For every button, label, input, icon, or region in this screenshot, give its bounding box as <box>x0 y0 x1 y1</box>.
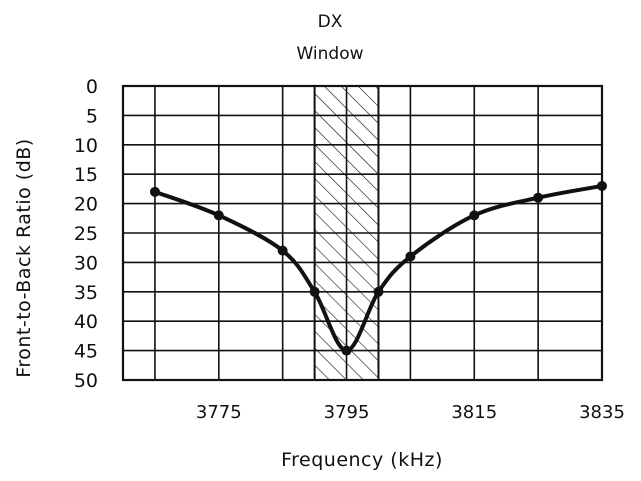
data-point <box>149 186 160 197</box>
series-group <box>149 180 607 356</box>
dx-window-shaded-band <box>313 85 380 381</box>
x-axis-label: Frequency (kHz) <box>281 449 443 471</box>
y-axis-label: Front-to-Back Ratio (dB) <box>13 138 35 377</box>
y-tick-label: 50 <box>74 370 98 392</box>
x-tick-label: 3835 <box>579 402 625 423</box>
y-tick-label: 25 <box>74 223 98 245</box>
data-point <box>469 210 480 221</box>
data-point <box>597 180 607 191</box>
y-tick-label: 20 <box>74 194 98 216</box>
data-point <box>341 345 352 356</box>
y-tick-labels: 0 5 10 15 20 25 30 35 40 45 50 <box>74 76 98 392</box>
data-point <box>373 286 384 297</box>
data-point <box>533 192 544 203</box>
y-tick-label: 10 <box>74 135 98 157</box>
annotation-window: Window <box>296 44 363 64</box>
x-tick-label: 3775 <box>196 402 242 423</box>
data-point <box>405 251 416 262</box>
y-tick-label: 40 <box>74 311 98 333</box>
x-tick-label: 3795 <box>324 402 370 423</box>
y-tick-label: 35 <box>74 282 98 304</box>
plot-border <box>121 84 604 382</box>
x-tick-labels: 3775 3795 3815 3835 <box>196 402 625 423</box>
y-tick-label: 0 <box>86 76 98 98</box>
y-tick-label: 15 <box>74 164 98 186</box>
x-tick-label: 3815 <box>451 402 497 423</box>
y-tick-label: 45 <box>74 341 98 363</box>
y-tick-label: 30 <box>74 252 98 274</box>
data-point <box>213 210 224 221</box>
annotation-dx: DX <box>318 12 343 32</box>
data-point <box>277 245 288 256</box>
data-point <box>309 286 320 297</box>
y-tick-label: 5 <box>86 105 98 127</box>
series-line <box>152 183 604 353</box>
